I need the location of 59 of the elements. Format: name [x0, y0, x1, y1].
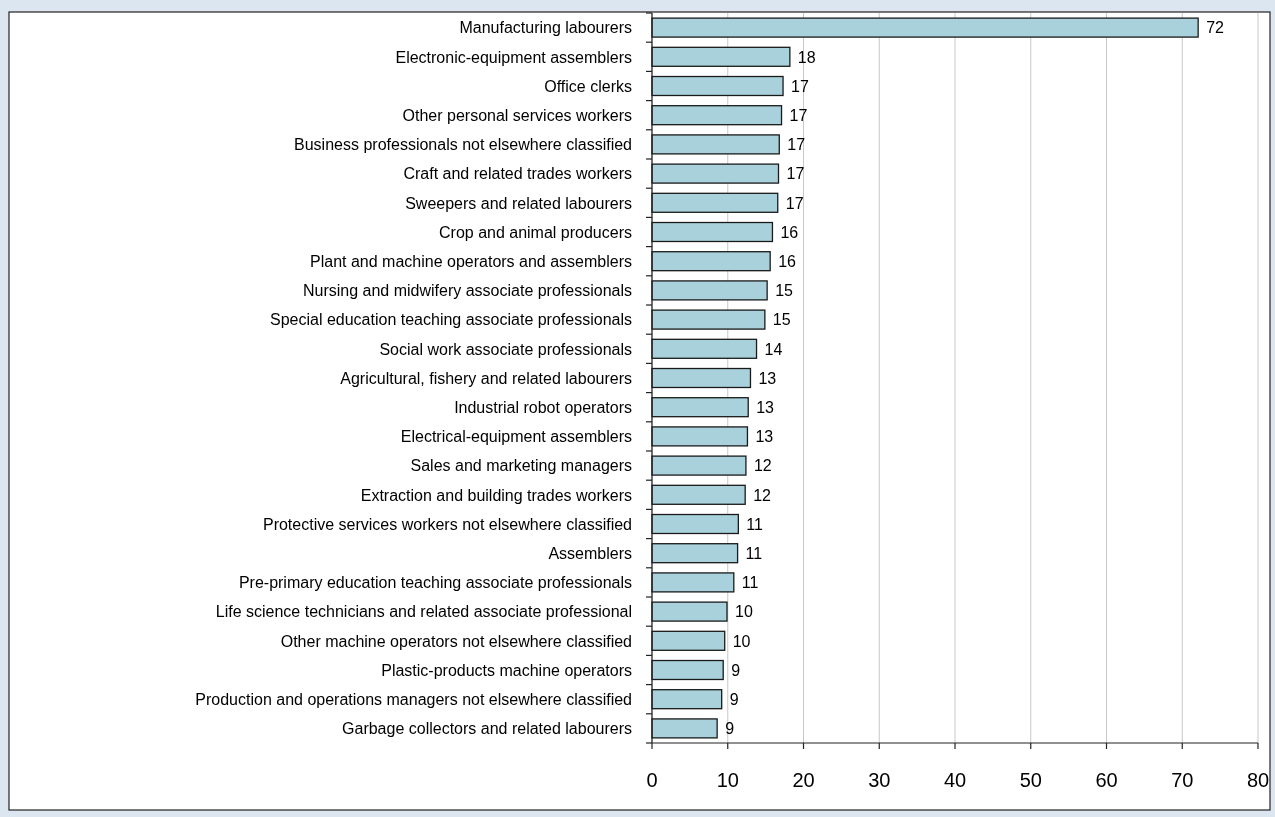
y-tick-label: Life science technicians and related associate professional: [215, 603, 632, 621]
y-tick-label: Nursing and midwifery associate professionals: [302, 282, 632, 300]
y-tick-label: Production and operations managers not elsewhere classified: [195, 690, 632, 708]
data-label: 9: [725, 720, 735, 738]
data-label: 16: [778, 252, 797, 270]
data-label: 12: [753, 457, 772, 475]
y-tick-label: Other machine operators not elsewhere classified: [280, 632, 632, 650]
data-label: 17: [791, 77, 809, 95]
y-tick-label: Protective services workers not elsewhere classified: [262, 515, 632, 533]
data-label: 14: [764, 340, 783, 358]
data-label: 10: [732, 632, 751, 650]
data-label: 17: [787, 136, 806, 154]
y-tick-label: Plant and machine operators and assemblers: [310, 252, 632, 270]
y-tick-label: Sweepers and related labourers: [405, 194, 632, 212]
data-label: 15: [772, 311, 791, 329]
y-tick-label: Other personal services workers: [402, 106, 632, 124]
x-tick-label: 0: [646, 769, 658, 791]
x-tick-label: 50: [1019, 769, 1042, 791]
y-tick-label: Office clerks: [544, 77, 632, 95]
x-tick-label: 10: [716, 769, 739, 791]
y-tick-label: Extraction and building trades workers: [360, 486, 632, 504]
data-label: 13: [758, 369, 777, 387]
y-tick-label: Plastic-products machine operators: [381, 661, 632, 679]
data-label: 17: [789, 106, 808, 124]
data-label: 16: [780, 223, 799, 241]
x-tick-label: 20: [792, 769, 815, 791]
y-tick-label: Garbage collectors and related labourers: [342, 720, 632, 738]
y-tick-label: Crop and animal producers: [439, 223, 632, 241]
y-tick-label: Electrical-equipment assemblers: [400, 428, 632, 446]
data-label: 11: [741, 574, 759, 592]
x-tick-label: 80: [1246, 769, 1270, 791]
data-label: 10: [734, 603, 753, 621]
data-label: 11: [745, 544, 763, 562]
x-tick-label: 60: [1095, 769, 1118, 791]
x-tick-label: 70: [1171, 769, 1194, 791]
x-tick-label: 30: [868, 769, 891, 791]
x-tick-label: 40: [943, 769, 967, 791]
y-tick-label: Industrial robot operators: [454, 398, 632, 416]
y-tick-label: Assemblers: [548, 544, 632, 562]
data-label: 72: [1206, 19, 1225, 37]
data-label: 17: [785, 194, 804, 212]
data-label: 18: [797, 48, 816, 66]
data-label: 13: [756, 398, 775, 416]
y-tick-label: Special education teaching associate professionals: [269, 311, 632, 329]
y-tick-label: Pre-primary education teaching associate professionals: [238, 574, 632, 592]
data-label: 15: [775, 282, 794, 300]
y-tick-label: Agricultural, fishery and related labourers: [340, 369, 632, 387]
y-tick-label: Craft and related trades workers: [403, 165, 632, 183]
data-label: 11: [746, 515, 764, 533]
data-label: 9: [729, 690, 739, 708]
data-label: 13: [755, 428, 774, 446]
data-label: 12: [753, 486, 772, 504]
y-tick-label: Sales and marketing managers: [410, 457, 632, 475]
y-tick-label: Social work associate professionals: [379, 340, 632, 358]
y-tick-label: Electronic-equipment assemblers: [395, 48, 632, 66]
data-label: 17: [786, 165, 805, 183]
y-tick-label: Manufacturing labourers: [459, 19, 632, 37]
data-label: 9: [731, 661, 741, 679]
y-tick-label: Business professionals not elsewhere classified: [294, 136, 632, 154]
